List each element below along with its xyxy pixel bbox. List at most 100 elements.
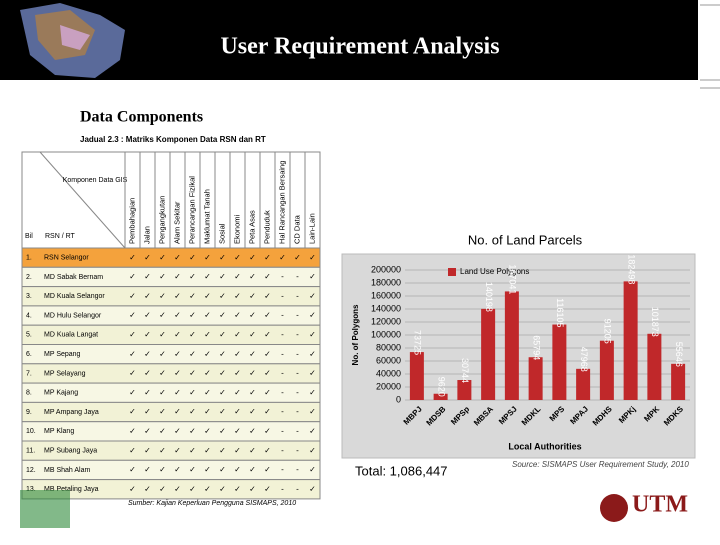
- col-no: Bil: [25, 233, 33, 240]
- row-name: MP Kajang: [44, 390, 78, 397]
- row-cell: ✓: [129, 272, 136, 281]
- row-cell: ✓: [189, 311, 196, 320]
- row-cell: -: [296, 426, 299, 435]
- row-cell: ✓: [144, 426, 151, 435]
- row-name: MP Selayang: [44, 370, 86, 377]
- row-cell: ✓: [234, 446, 241, 455]
- table: Jadual 2.3 : Matriks Komponen Data RSN d…: [21, 135, 321, 507]
- row-cell: ✓: [309, 330, 316, 339]
- row-cell: ✓: [234, 291, 241, 300]
- row-cell: ✓: [234, 272, 241, 281]
- row-cell: ✓: [249, 484, 256, 493]
- row-cell: ✓: [189, 426, 196, 435]
- col-header: Perancangan Fizikal: [187, 176, 196, 244]
- row-cell: -: [296, 311, 299, 320]
- row-no: 12.: [26, 467, 36, 474]
- row-cell: ✓: [249, 426, 256, 435]
- row-cell: -: [281, 272, 284, 281]
- row-cell: -: [281, 311, 284, 320]
- row-cell: ✓: [159, 407, 166, 416]
- row-cell: ✓: [129, 349, 136, 358]
- row-cell: ✓: [129, 446, 136, 455]
- y-tick-label: 140000: [371, 303, 401, 313]
- bar-value: 9620: [436, 377, 446, 397]
- bar-value: 182498: [626, 254, 636, 284]
- legend-label: Land Use Polygons: [460, 267, 529, 276]
- row-cell: ✓: [204, 465, 211, 474]
- row-cell: ✓: [264, 369, 271, 378]
- row-cell: ✓: [234, 484, 241, 493]
- bar-value: 30744: [460, 358, 470, 383]
- row-name: MD Kuala Selangor: [44, 293, 105, 300]
- row-cell: ✓: [204, 388, 211, 397]
- row-name: MP Ampang Jaya: [44, 409, 99, 416]
- bar: [457, 380, 472, 400]
- row-cell: ✓: [174, 311, 181, 320]
- row-cell: ✓: [294, 253, 301, 262]
- row-cell: ✓: [264, 407, 271, 416]
- row-cell: ✓: [144, 407, 151, 416]
- row-cell: ✓: [189, 446, 196, 455]
- chart: No. of Land Parcels 0 20000 40000 60000 80000…: [341, 232, 696, 478]
- row-cell: ✓: [144, 484, 151, 493]
- row-cell: ✓: [219, 253, 226, 262]
- y-tick-label: 60000: [376, 355, 401, 365]
- y-tick-label: 200000: [371, 264, 401, 274]
- row-cell: -: [281, 369, 284, 378]
- utm-logo: UTM: [600, 492, 688, 522]
- row-cell: ✓: [219, 369, 226, 378]
- row-name: MD Kuala Langat: [44, 332, 98, 339]
- row-cell: ✓: [159, 446, 166, 455]
- row-cell: ✓: [174, 426, 181, 435]
- col-header: Lain-Lain: [307, 213, 316, 244]
- row-cell: ✓: [159, 369, 166, 378]
- bar-value: 47968: [579, 347, 589, 372]
- chart-source: Source: SISMAPS User Requirement Study, …: [512, 460, 689, 469]
- row-no: 2.: [26, 274, 32, 281]
- row-no: 8.: [26, 390, 32, 397]
- row-cell: -: [281, 446, 284, 455]
- x-axis-label: Local Authorities: [508, 441, 581, 451]
- row-cell: -: [296, 349, 299, 358]
- row-cell: ✓: [174, 446, 181, 455]
- row-cell: -: [281, 349, 284, 358]
- row-cell: ✓: [159, 465, 166, 474]
- row-cell: ✓: [189, 330, 196, 339]
- row-cell: ✓: [264, 484, 271, 493]
- row-cell: ✓: [129, 291, 136, 300]
- row-cell: ✓: [144, 446, 151, 455]
- row-cell: ✓: [309, 407, 316, 416]
- row-no: 5.: [26, 332, 32, 339]
- row-cell: -: [296, 407, 299, 416]
- row-cell: ✓: [234, 349, 241, 358]
- row-cell: ✓: [159, 349, 166, 358]
- row-cell: ✓: [264, 426, 271, 435]
- col-name: RSN / RT: [45, 233, 76, 240]
- row-cell: ✓: [204, 272, 211, 281]
- col-header: CD Data: [292, 214, 301, 244]
- row-cell: ✓: [174, 484, 181, 493]
- slide-title: User Requirement Analysis: [220, 34, 499, 60]
- row-cell: ✓: [234, 369, 241, 378]
- bar: [481, 308, 496, 400]
- col-header: Sosial: [217, 223, 226, 244]
- row-cell: -: [281, 330, 284, 339]
- y-tick-label: 0: [396, 394, 401, 404]
- row-cell: ✓: [309, 349, 316, 358]
- row-cell: ✓: [144, 272, 151, 281]
- row-cell: ✓: [249, 465, 256, 474]
- row-cell: ✓: [249, 272, 256, 281]
- row-cell: ✓: [144, 369, 151, 378]
- row-cell: ✓: [129, 484, 136, 493]
- row-cell: ✓: [204, 446, 211, 455]
- row-cell: ✓: [249, 330, 256, 339]
- row-cell: ✓: [144, 349, 151, 358]
- row-cell: -: [296, 465, 299, 474]
- bar: [433, 393, 448, 400]
- row-cell: ✓: [264, 388, 271, 397]
- row-cell: -: [296, 272, 299, 281]
- row-cell: ✓: [249, 291, 256, 300]
- bar: [409, 352, 424, 400]
- row-cell: ✓: [264, 272, 271, 281]
